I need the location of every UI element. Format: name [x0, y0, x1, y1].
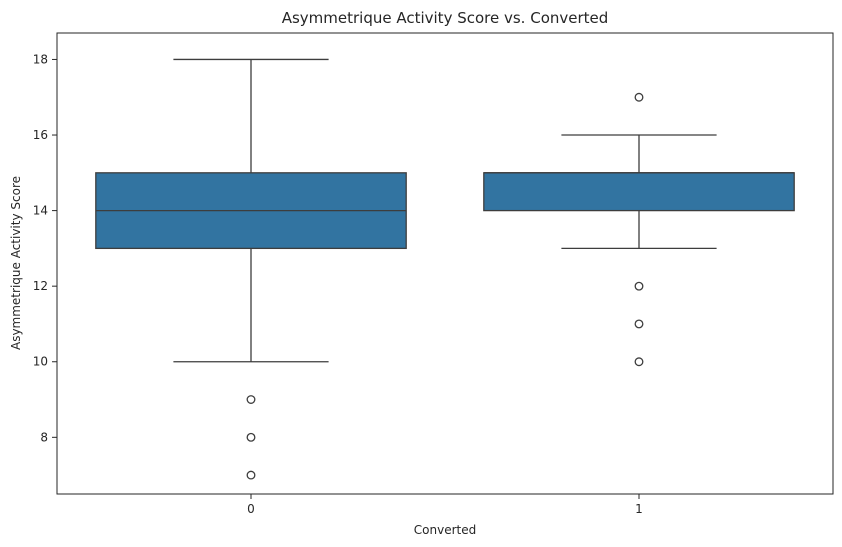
y-tick-label: 12 [33, 279, 48, 293]
x-tick-label: 1 [635, 502, 643, 516]
y-tick-label: 10 [33, 355, 48, 369]
y-tick-label: 14 [33, 204, 48, 218]
plot-frame [56, 32, 834, 495]
outlier-point [634, 357, 644, 367]
outlier-point [634, 319, 644, 329]
outlier-point [634, 281, 644, 291]
chart-title: Asymmetrique Activity Score vs. Converte… [282, 9, 609, 27]
y-axis-label: Asymmetrique Activity Score [9, 176, 23, 350]
y-tick-label: 8 [40, 430, 48, 444]
box-group-1 [483, 92, 795, 367]
y-tick-label: 18 [33, 52, 48, 66]
outlier-point [246, 432, 256, 442]
outlier-point [246, 470, 256, 480]
outlier-point [634, 92, 644, 102]
x-axis-label: Converted [414, 523, 476, 537]
y-axis: 8 10 12 14 16 18 [33, 52, 57, 444]
y-tick-label: 16 [33, 128, 48, 142]
box-group-0 [95, 58, 407, 480]
box-iqr [483, 172, 795, 212]
plot-area [95, 58, 795, 480]
x-tick-label: 0 [247, 502, 255, 516]
outlier-point [246, 395, 256, 404]
